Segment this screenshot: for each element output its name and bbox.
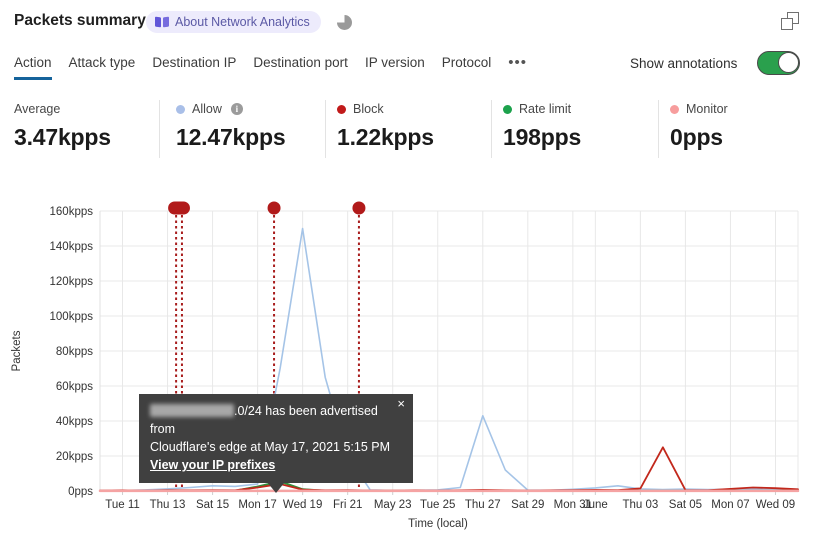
stat-value: 3.47kpps: [14, 124, 111, 150]
page-title: Packets summary: [14, 12, 146, 29]
stat-value: 0pps: [670, 124, 723, 150]
legend-dot: [337, 104, 346, 114]
stat-divider: [159, 100, 160, 158]
x-tick-label: Thu 03: [622, 499, 658, 511]
y-tick-label: 0pps: [68, 486, 93, 498]
duplicate-window-icon[interactable]: [781, 12, 799, 30]
stat-block: Block 1.22kpps: [337, 101, 434, 151]
stat-value: 198pps: [503, 124, 582, 150]
view-ip-prefixes-link[interactable]: View your IP prefixes: [150, 458, 276, 472]
x-tick-label: Tue 25: [420, 499, 455, 511]
stat-divider: [491, 100, 492, 158]
info-icon[interactable]: i: [230, 103, 243, 115]
tab-ip-version[interactable]: IP version: [364, 55, 425, 70]
pie-icon: [337, 15, 352, 30]
x-tick-label: Sat 05: [669, 499, 702, 511]
redacted-ip-prefix: [150, 404, 234, 417]
tab-action[interactable]: Action: [14, 55, 52, 80]
stat-value: 1.22kpps: [337, 124, 434, 150]
y-axis-title: Packets: [11, 330, 23, 371]
legend-dot: [503, 104, 512, 114]
show-annotations-label: Show annotations: [630, 56, 738, 71]
about-network-analytics-badge[interactable]: About Network Analytics: [146, 11, 321, 33]
x-tick-label: Thu 27: [465, 499, 501, 511]
stat-label: Block: [353, 102, 384, 116]
tooltip-line2: Cloudflare's edge at May 17, 2021 5:15 P…: [150, 440, 391, 454]
x-tick-label: Sat 29: [511, 499, 544, 511]
x-tick-label: Fri 21: [333, 499, 362, 511]
y-tick-label: 120kpps: [50, 276, 94, 288]
stat-monitor: Monitor 0pps: [670, 101, 728, 151]
legend-dot: [176, 104, 185, 114]
stat-divider: [658, 100, 659, 158]
tab-protocol[interactable]: Protocol: [441, 55, 492, 70]
book-icon: [155, 17, 169, 28]
stat-average: Average 3.47kpps: [14, 101, 111, 151]
tab-attack-type[interactable]: Attack type: [68, 55, 136, 70]
x-tick-label: June: [583, 499, 608, 511]
annotation-tooltip: × .0/24 has been advertised from Cloudfl…: [139, 394, 413, 493]
stat-value: 12.47kpps: [176, 124, 286, 150]
stat-label: Allow: [192, 102, 222, 116]
tooltip-caret: [267, 482, 285, 493]
x-tick-label: Sat 15: [196, 499, 229, 511]
stat-allow: Allow i 12.47kpps: [176, 101, 286, 151]
x-tick-label: Mon 07: [711, 499, 749, 511]
x-tick-label: Tue 11: [105, 499, 140, 511]
tab-destination-ip[interactable]: Destination IP: [152, 55, 237, 70]
x-tick-label: Wed 19: [283, 499, 322, 511]
y-tick-label: 140kpps: [50, 241, 94, 253]
stat-rate-limit: Rate limit 198pps: [503, 101, 581, 151]
annotation-marker[interactable]: [352, 201, 366, 215]
x-tick-label: Mon 31: [554, 499, 592, 511]
x-tick-label: May 23: [374, 499, 412, 511]
stat-label: Rate limit: [519, 102, 572, 116]
y-tick-label: 40kpps: [56, 416, 93, 428]
legend-dot: [670, 104, 679, 114]
y-tick-label: 20kpps: [56, 451, 93, 463]
tooltip-line1: .0/24 has been advertised from: [150, 404, 378, 436]
x-tick-label: Wed 09: [756, 499, 795, 511]
more-tabs-ellipsis-icon[interactable]: •••: [508, 54, 528, 71]
stat-label: Average: [14, 102, 61, 116]
annotation-marker[interactable]: [267, 201, 281, 215]
y-tick-label: 60kpps: [56, 381, 93, 393]
x-tick-label: Mon 17: [238, 499, 276, 511]
close-icon[interactable]: ×: [397, 396, 405, 411]
annotation-marker[interactable]: [168, 201, 190, 215]
show-annotations-toggle[interactable]: [757, 51, 800, 75]
stat-divider: [325, 100, 326, 158]
badge-label: About Network Analytics: [175, 15, 310, 29]
y-tick-label: 80kpps: [56, 346, 93, 358]
x-axis-title: Time (local): [408, 518, 468, 530]
stat-label: Monitor: [686, 102, 728, 116]
toggle-knob: [778, 52, 799, 73]
x-tick-label: Thu 13: [150, 499, 186, 511]
tab-destination-port[interactable]: Destination port: [253, 55, 348, 70]
tab-bar: Action Attack type Destination IP Destin…: [14, 55, 527, 80]
y-tick-label: 100kpps: [50, 311, 94, 323]
y-tick-label: 160kpps: [50, 206, 94, 218]
